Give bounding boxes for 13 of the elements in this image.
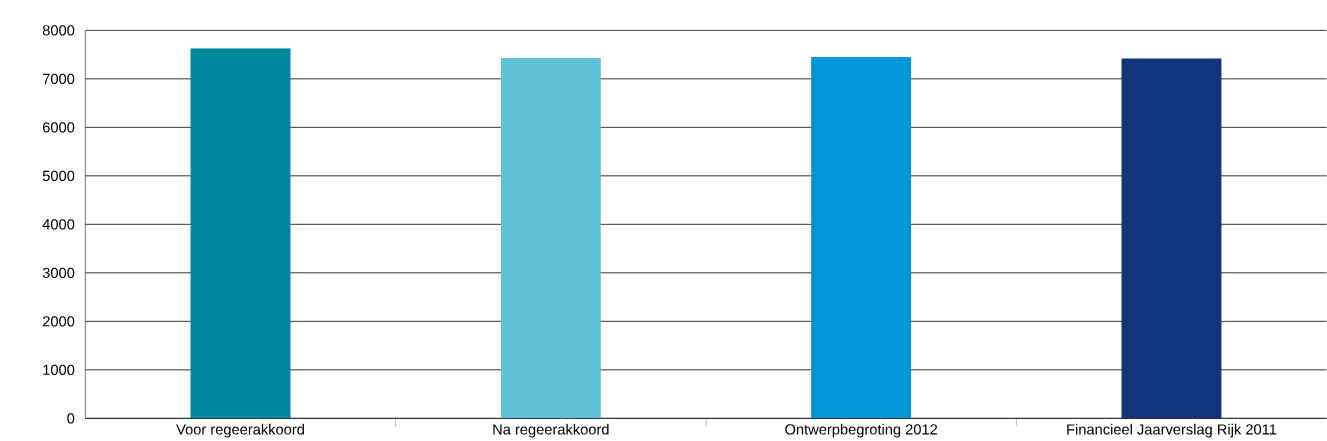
- y-tick-label: 6000: [42, 122, 75, 133]
- y-tick-label: 4000: [42, 219, 75, 230]
- x-tick-label: Financieel Jaarverslag Rijk 2011: [1067, 423, 1277, 438]
- x-tick-label: Ontwerpbegroting 2012: [785, 423, 938, 438]
- y-tick-label: 8000: [42, 25, 75, 36]
- y-tick-label: 0: [67, 413, 75, 424]
- y-tick-label: 5000: [42, 170, 75, 182]
- y-tick-label: 7000: [42, 73, 75, 85]
- y-tick-label: 3000: [42, 267, 75, 279]
- x-tick-label: Na regeerakkoord: [493, 423, 609, 438]
- y-tick-label: 1000: [43, 364, 75, 376]
- y-tick-label: 2000: [42, 316, 75, 327]
- x-tick-label: Voor regeerakkoord: [176, 423, 304, 438]
